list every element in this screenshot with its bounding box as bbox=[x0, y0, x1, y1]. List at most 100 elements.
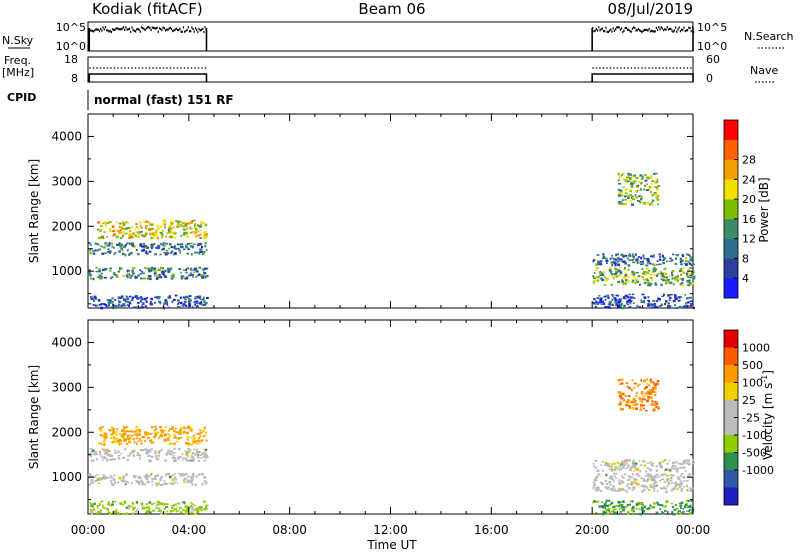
vel-scatter-cell-5 bbox=[655, 476, 658, 479]
power-scatter-cell-0 bbox=[179, 220, 182, 223]
power-scatter-cell-6 bbox=[668, 296, 672, 299]
vel-scatter-cell-4 bbox=[621, 460, 624, 463]
power-scatter-cell-0 bbox=[203, 236, 207, 240]
power-scatter-cell-1 bbox=[204, 242, 207, 245]
vel-scatter-cell-3 bbox=[166, 510, 169, 513]
vel-scatter-cell-5 bbox=[614, 489, 618, 492]
power-scatter-cell-0 bbox=[184, 224, 188, 227]
power-scatter-cell-0 bbox=[137, 227, 140, 230]
vel-scatter-cell-5 bbox=[595, 477, 597, 480]
vel-scatter-cell-4 bbox=[593, 465, 595, 467]
power-scatter-cell-5 bbox=[641, 275, 644, 279]
vel-scatter-cell-2 bbox=[137, 475, 141, 478]
vel-scatter-cell-0 bbox=[135, 429, 138, 432]
vel-scatter-cell-6 bbox=[639, 512, 642, 516]
vel-scatter-cell-4 bbox=[619, 468, 623, 471]
power-scatter-cell-2 bbox=[157, 274, 160, 278]
power-scatter-cell-7 bbox=[654, 193, 657, 195]
vel-scatter-cell-0 bbox=[204, 426, 206, 429]
power-scatter-cell-5 bbox=[663, 267, 667, 270]
power-scatter-cell-6 bbox=[650, 306, 654, 309]
vel-scatter-cell-1 bbox=[154, 450, 157, 453]
vel-scatter-cell-2 bbox=[103, 478, 107, 480]
power-scatter-cell-3 bbox=[177, 303, 179, 305]
power-scatter-cell-0 bbox=[155, 228, 158, 232]
power-scatter-cell-1 bbox=[146, 252, 149, 255]
vel-scatter-cell-1 bbox=[198, 451, 201, 453]
power-cbar-swatch bbox=[724, 120, 738, 141]
vel-scatter-cell-7 bbox=[639, 408, 643, 411]
power-scatter-cell-3 bbox=[98, 303, 102, 306]
power-scatter-cell-4 bbox=[646, 259, 649, 262]
power-scatter-cell-2 bbox=[160, 266, 162, 269]
power-scatter-cell-2 bbox=[111, 276, 114, 278]
power-scatter-cell-3 bbox=[195, 306, 199, 309]
power-scatter-cell-2 bbox=[131, 271, 134, 273]
vel-scatter-cell-6 bbox=[635, 503, 638, 507]
vel-scatter-cell-3 bbox=[166, 503, 169, 506]
vel-scatter-cell-7 bbox=[620, 397, 624, 400]
power-colorbar-label: Power [dB] bbox=[757, 177, 771, 242]
power-scatter-cell-0 bbox=[185, 227, 189, 230]
vel-scatter-cell-4 bbox=[601, 460, 604, 463]
power-scatter-cell-0 bbox=[135, 223, 138, 225]
power-cbar-tick-label: 8 bbox=[742, 252, 749, 265]
power-scatter-cell-0 bbox=[189, 232, 193, 234]
vel-scatter-cell-0 bbox=[197, 439, 200, 442]
power-scatter-cell-4 bbox=[679, 257, 682, 261]
power-scatter-cell-5 bbox=[610, 271, 612, 274]
power-scatter-cell-5 bbox=[624, 272, 628, 275]
vel-scatter-cell-2 bbox=[151, 483, 154, 486]
vel-scatter-cell-1 bbox=[133, 449, 136, 452]
vel-scatter-cell-6 bbox=[661, 504, 664, 507]
vel-scatter-cell-6 bbox=[613, 511, 616, 514]
power-scatter-cell-1 bbox=[197, 244, 200, 247]
power-scatter-cell-4 bbox=[617, 259, 621, 262]
vel-scatter-cell-5 bbox=[633, 481, 636, 484]
vel-scatter-cell-0 bbox=[148, 439, 152, 442]
power-scatter-cell-5 bbox=[680, 283, 684, 285]
vel-scatter-cell-5 bbox=[633, 477, 637, 481]
vel-scatter-cell-4 bbox=[649, 468, 652, 472]
power-scatter-cell-4 bbox=[605, 259, 608, 263]
vel-scatter-cell-0 bbox=[154, 434, 157, 437]
vel-scatter-cell-5 bbox=[666, 485, 669, 488]
vel-scatter-cell-2 bbox=[183, 481, 186, 483]
power-scatter-cell-4 bbox=[621, 260, 624, 263]
power-scatter-cell-0 bbox=[159, 232, 163, 234]
vel-scatter-cell-3 bbox=[100, 500, 104, 503]
power-scatter-cell-1 bbox=[169, 243, 172, 246]
power-scatter-cell-0 bbox=[112, 230, 116, 232]
power-scatter-cell-0 bbox=[143, 221, 146, 223]
power-scatter-cell-1 bbox=[97, 249, 100, 252]
power-scatter-cell-4 bbox=[685, 257, 688, 259]
x-tick-label: 00:00 bbox=[676, 523, 711, 537]
power-scatter-cell-0 bbox=[108, 221, 112, 224]
vel-scatter-cell-1 bbox=[122, 456, 125, 459]
power-scatter-cell-0 bbox=[173, 232, 177, 235]
vel-scatter-cell-0 bbox=[167, 433, 170, 435]
vel-scatter-cell-3 bbox=[165, 503, 168, 506]
vel-scatter-cell-5 bbox=[642, 479, 646, 482]
power-scatter-cell-2 bbox=[181, 275, 185, 278]
power-scatter-cell-1 bbox=[150, 246, 153, 248]
power-scatter-cell-6 bbox=[637, 306, 640, 309]
vel-scatter-cell-5 bbox=[680, 480, 683, 483]
vel-scatter-cell-0 bbox=[178, 429, 182, 432]
vel-scatter-cell-4 bbox=[671, 464, 675, 467]
vel-scatter-cell-6 bbox=[637, 501, 640, 505]
power-scatter-cell-2 bbox=[95, 266, 98, 269]
vel-cbar-swatch bbox=[724, 417, 738, 436]
vel-scatter-cell-5 bbox=[671, 488, 675, 490]
vel-scatter-cell-2 bbox=[174, 476, 177, 479]
vel-scatter-cell-2 bbox=[88, 483, 91, 486]
vel-scatter-cell-3 bbox=[177, 509, 180, 512]
power-scatter-cell-2 bbox=[152, 269, 154, 272]
power-scatter-cell-6 bbox=[686, 297, 689, 300]
power-scatter-cell-5 bbox=[601, 278, 605, 282]
power-scatter-cell-6 bbox=[683, 305, 687, 308]
vel-scatter-cell-6 bbox=[670, 502, 673, 505]
vel-scatter-cell-7 bbox=[618, 391, 621, 394]
vel-scatter-cell-6 bbox=[689, 512, 691, 514]
vel-scatter-cell-3 bbox=[202, 500, 206, 503]
